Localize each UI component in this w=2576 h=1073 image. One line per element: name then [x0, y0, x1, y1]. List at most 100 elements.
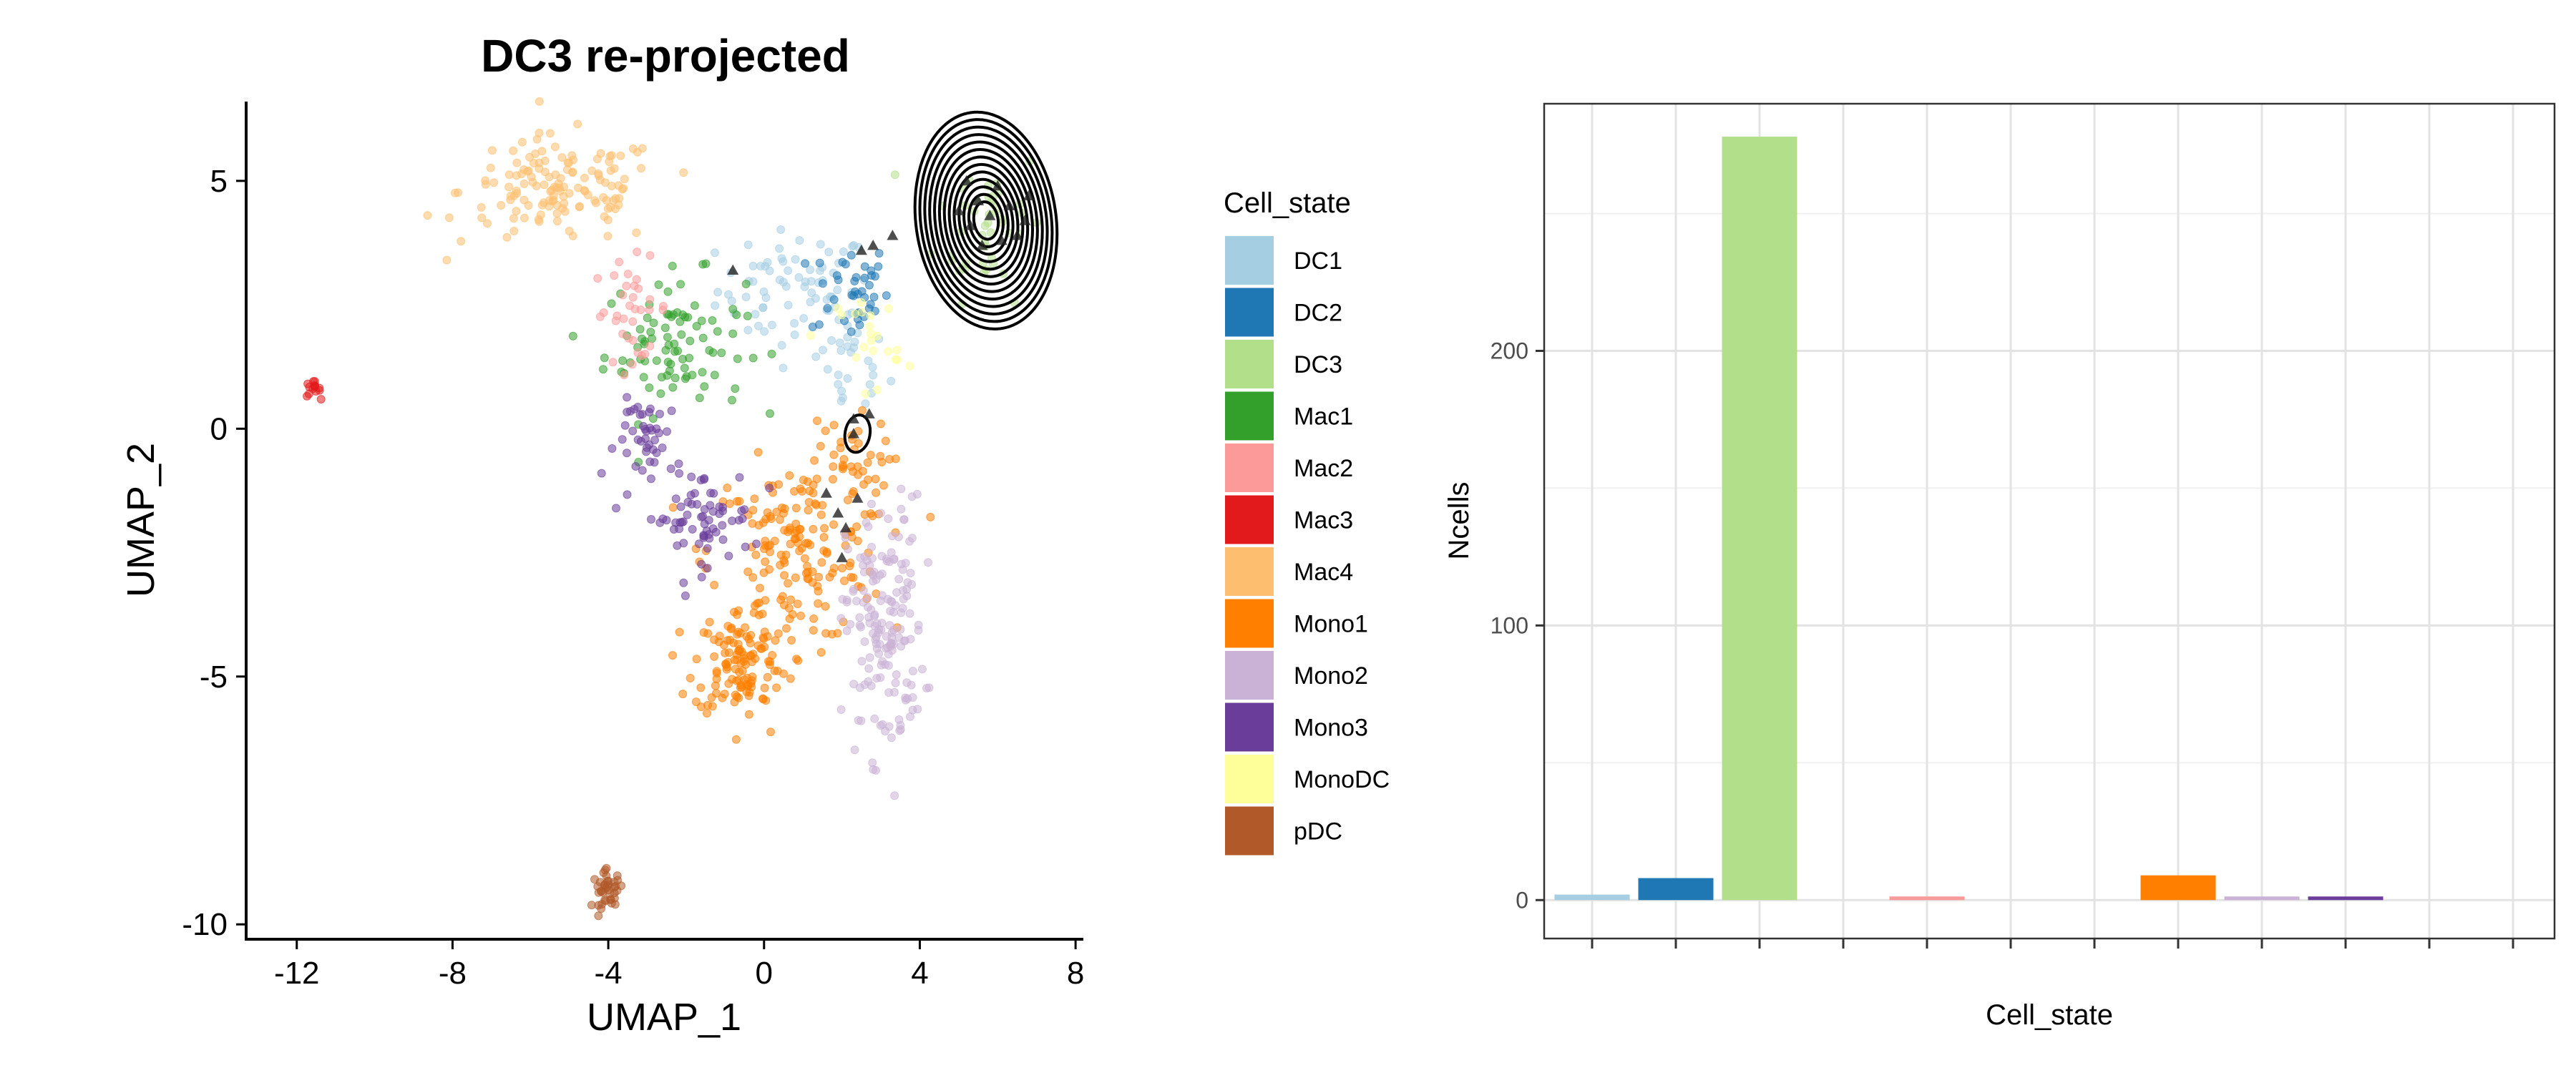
umap-point-mono1 [879, 481, 888, 490]
umap-point-monodc [861, 389, 870, 398]
umap-point-mono3 [728, 516, 737, 526]
umap-point-mac4 [512, 158, 522, 167]
umap-point-mac4 [444, 213, 454, 222]
legend-key-mono1 [1225, 599, 1274, 648]
umap-point-mono2 [882, 632, 891, 641]
umap-point-mono2 [870, 612, 879, 621]
umap-point-dc1 [836, 346, 846, 356]
umap-point-mono1 [804, 498, 814, 506]
umap-point-mac4 [558, 204, 567, 213]
umap-point-mono1 [759, 635, 769, 643]
umap-point-mono1 [731, 735, 741, 744]
umap-point-mono1 [809, 614, 819, 623]
density-contour-line [928, 133, 1044, 308]
umap-point-mac4 [509, 214, 518, 223]
umap-point-dc1 [833, 285, 842, 295]
umap-point-mono1 [821, 602, 830, 611]
umap-point-mac4 [605, 152, 615, 161]
umap-point-dc1 [835, 338, 844, 348]
umap-point-mac1 [607, 299, 616, 308]
umap-point-mono2 [917, 665, 927, 674]
umap-point-mono1 [751, 654, 760, 663]
umap-point-mono3 [655, 518, 665, 527]
umap-point-mac4 [504, 182, 514, 192]
umap-point-mac4 [545, 202, 554, 211]
umap-point-mono1 [772, 683, 781, 692]
density-contour-line [933, 140, 1039, 301]
umap-point-dc1 [811, 352, 821, 361]
umap-point-dc1 [724, 290, 733, 299]
umap-point-mac2 [632, 275, 641, 284]
umap-point-monodc [905, 361, 914, 371]
umap-point-mono1 [771, 636, 780, 645]
umap-x-tick-label: -4 [595, 956, 623, 991]
umap-point-mono3 [706, 489, 715, 498]
umap-point-mono1 [735, 645, 744, 654]
umap-point-mac2 [624, 333, 633, 343]
umap-point-mono1 [763, 672, 772, 682]
projected-cell-marker [1011, 230, 1023, 240]
umap-point-mac4 [620, 175, 629, 184]
umap-point-mono1 [785, 614, 794, 623]
legend-label-mono3: Mono3 [1294, 715, 1368, 742]
bar-y-tick-label: 0 [1516, 887, 1528, 913]
umap-point-dc1 [775, 275, 784, 285]
projected-cell-marker [1003, 200, 1015, 210]
umap-x-tick-label: -8 [439, 956, 467, 991]
umap-point-mac4 [606, 166, 615, 175]
projected-cells [727, 175, 1035, 562]
umap-point-dc2 [870, 272, 879, 281]
umap-point-mac2 [645, 305, 654, 315]
legend-label-mac1: Mac1 [1294, 403, 1353, 431]
density-contour-line [913, 110, 1059, 330]
umap-point-mono1 [813, 416, 821, 426]
umap-x-tick-label: 4 [911, 956, 928, 991]
umap-point-mac1 [673, 308, 682, 317]
bar-dc1 [1554, 894, 1630, 901]
umap-point-mono1 [829, 421, 839, 430]
umap-point-mono1 [751, 550, 761, 559]
umap-point-mono1 [712, 675, 721, 684]
umap-point-mono3 [667, 406, 676, 416]
umap-point-mono1 [829, 564, 839, 573]
umap-point-mac2 [637, 351, 646, 361]
umap-point-mono2 [895, 726, 904, 735]
umap-point-mono2 [896, 624, 905, 634]
umap-point-mono2 [836, 705, 846, 714]
umap-point-dc1 [869, 371, 878, 380]
umap-point-mac4 [512, 171, 521, 180]
umap-point-mono3 [623, 408, 632, 416]
umap-point-mono1 [816, 648, 826, 657]
umap-point-mac4 [637, 164, 645, 173]
umap-point-mac1 [670, 373, 680, 383]
umap-point-mac2 [608, 358, 618, 367]
legend-key-pdc [1225, 806, 1274, 856]
umap-point-dc2 [853, 290, 862, 299]
umap-point-mono2 [865, 653, 874, 662]
legend-label-mono1: Mono1 [1294, 611, 1368, 638]
umap-point-mac1 [728, 396, 736, 405]
bar-mac2 [1889, 896, 1965, 901]
umap-point-mono3 [630, 405, 639, 413]
umap-point-dc1 [775, 244, 784, 253]
umap-point-mac2 [636, 305, 645, 315]
umap-point-mono2 [864, 677, 873, 686]
umap-point-mono3 [623, 393, 632, 402]
umap-point-dc2 [823, 303, 832, 313]
umap-point-mac4 [509, 227, 519, 235]
umap-point-mono2 [865, 619, 874, 627]
umap-point-mono1 [857, 406, 867, 415]
umap-point-mono2 [894, 715, 904, 724]
umap-point-mono1 [852, 522, 862, 531]
density-contour-line [952, 170, 1020, 271]
umap-point-mono1 [791, 573, 800, 582]
umap-point-mac4 [633, 147, 642, 157]
umap-point-mono3 [718, 521, 727, 530]
umap-point-mac2 [628, 360, 637, 369]
umap-point-dc1 [816, 240, 825, 249]
umap-point-mac1 [680, 374, 690, 383]
umap-point-mono3 [740, 505, 749, 514]
umap-point-mono3 [708, 507, 718, 516]
umap-point-pdc [595, 878, 605, 887]
umap-point-dc1 [790, 319, 799, 328]
